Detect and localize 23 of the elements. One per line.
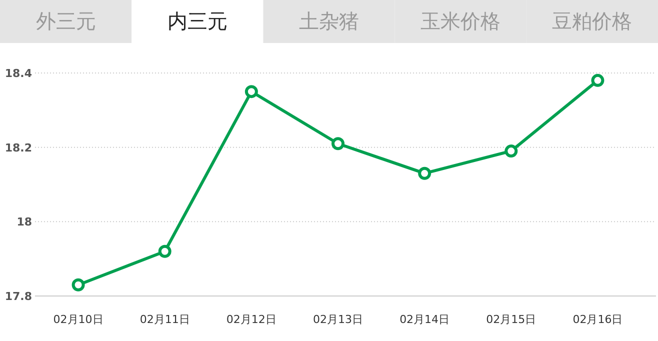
- text: 土杂猪: [299, 9, 359, 33]
- y-tick-label: 18: [16, 216, 32, 229]
- text: 豆粕价格: [552, 9, 632, 33]
- point: [591, 74, 604, 87]
- x-tick-label: 02月15日: [486, 313, 536, 326]
- x-tick-label: 02月16日: [572, 313, 623, 326]
- x-tick-label: 02月12日: [226, 313, 276, 326]
- text: 外三元: [36, 9, 96, 33]
- point: [332, 137, 344, 150]
- x-tick-label: 02月10日: [53, 313, 104, 326]
- x-tick-label: 02月13日: [313, 313, 363, 326]
- x-tick-label: 02月14日: [400, 313, 450, 326]
- text: 玉米价格: [420, 9, 501, 33]
- point: [244, 85, 258, 98]
- x-tick-label: 02月11日: [140, 313, 190, 326]
- point: [72, 278, 85, 292]
- y-tick-label: 18.2: [4, 141, 32, 154]
- point: [158, 244, 172, 258]
- point: [418, 166, 432, 180]
- y-tick-label: 17.8: [4, 290, 32, 303]
- text: 内三元: [167, 9, 228, 33]
- point: [504, 144, 518, 158]
- y-tick-label: 18.4: [4, 67, 32, 80]
